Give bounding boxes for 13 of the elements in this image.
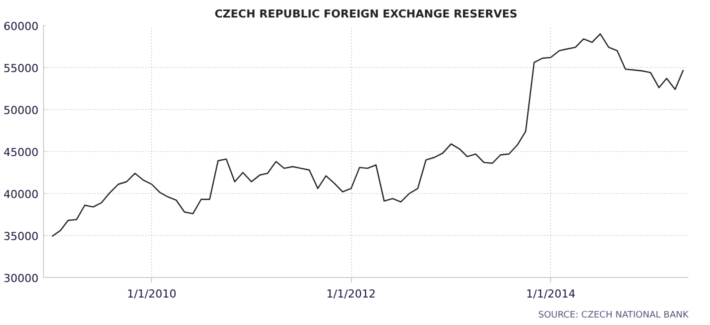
x-tick-label: 1/1/2012	[326, 288, 376, 300]
x-tick-label: 1/1/2010	[126, 288, 176, 300]
y-tick-label: 60000	[4, 20, 39, 33]
line-series	[51, 33, 684, 237]
y-tick-label: 50000	[4, 104, 39, 117]
x-tick-label: 1/1/2014	[526, 288, 576, 300]
y-tick-label: 40000	[4, 188, 39, 201]
y-tick-label: 35000	[4, 230, 39, 243]
source-note: SOURCE: CZECH NATIONAL BANK	[538, 310, 690, 320]
y-tick-label: 55000	[4, 62, 39, 75]
y-tick-label: 30000	[4, 272, 39, 285]
chart-title: CZECH REPUBLIC FOREIGN EXCHANGE RESERVES	[214, 8, 518, 20]
y-tick-label: 45000	[4, 146, 39, 159]
